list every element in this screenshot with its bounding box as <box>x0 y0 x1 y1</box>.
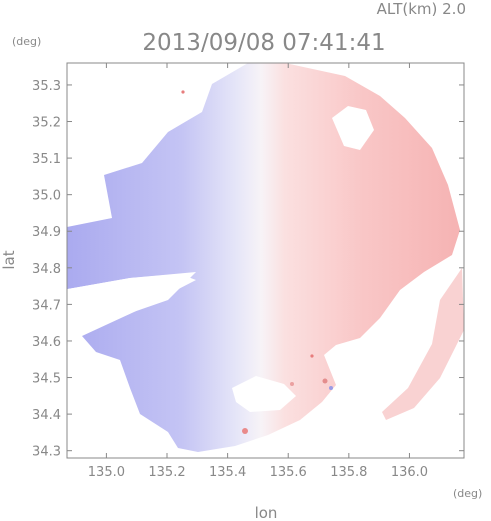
x-tick-label: 135.0 <box>88 465 125 480</box>
echo-dot <box>290 382 294 386</box>
echo-dot <box>242 428 248 434</box>
y-unit-label: (deg) <box>12 35 41 48</box>
y-tick-label: 34.7 <box>32 298 61 313</box>
x-axis-ticks: 135.0 135.2 135.4 135.6 135.8 136.0 <box>88 63 428 480</box>
x-tick-label: 136.0 <box>391 465 428 480</box>
y-tick-label: 34.9 <box>32 225 61 240</box>
echo-dot <box>181 90 185 94</box>
outlying-echo-arc <box>382 268 464 420</box>
gap-west-wedge <box>67 272 196 330</box>
y-tick-label: 35.2 <box>32 116 61 131</box>
y-axis-ticks: 34.3 34.4 34.5 34.6 34.7 34.8 34.9 35.0 35.1 35.2… <box>32 79 464 460</box>
plot-frame <box>66 62 465 459</box>
x-axis-label: lon <box>255 504 278 521</box>
doppler-velocity-field <box>67 63 464 452</box>
y-tick-label: 35.1 <box>32 152 61 167</box>
y-tick-label: 34.8 <box>32 262 61 277</box>
x-unit-label: (deg) <box>453 487 482 500</box>
x-tick-label: 135.2 <box>148 465 185 480</box>
gap-bay <box>232 376 296 412</box>
y-tick-label: 34.6 <box>32 335 61 350</box>
x-tick-label: 135.6 <box>270 465 307 480</box>
timestamp-title: 2013/09/08 07:41:41 <box>142 30 385 56</box>
radar-coverage-area <box>67 63 460 452</box>
altitude-label: ALT(km) 2.0 <box>377 0 466 18</box>
y-tick-label: 35.3 <box>32 79 61 94</box>
gap-north-east <box>332 106 374 150</box>
y-tick-label: 34.3 <box>32 445 61 460</box>
y-axis-label: lat <box>0 250 18 269</box>
echo-dot <box>322 378 328 384</box>
x-tick-label: 135.4 <box>209 465 246 480</box>
y-tick-label: 34.5 <box>32 372 61 387</box>
x-tick-label: 135.8 <box>330 465 367 480</box>
y-tick-label: 34.4 <box>32 408 61 423</box>
echo-dot <box>329 386 333 390</box>
y-tick-label: 35.0 <box>32 189 61 204</box>
echo-dot <box>310 354 314 358</box>
